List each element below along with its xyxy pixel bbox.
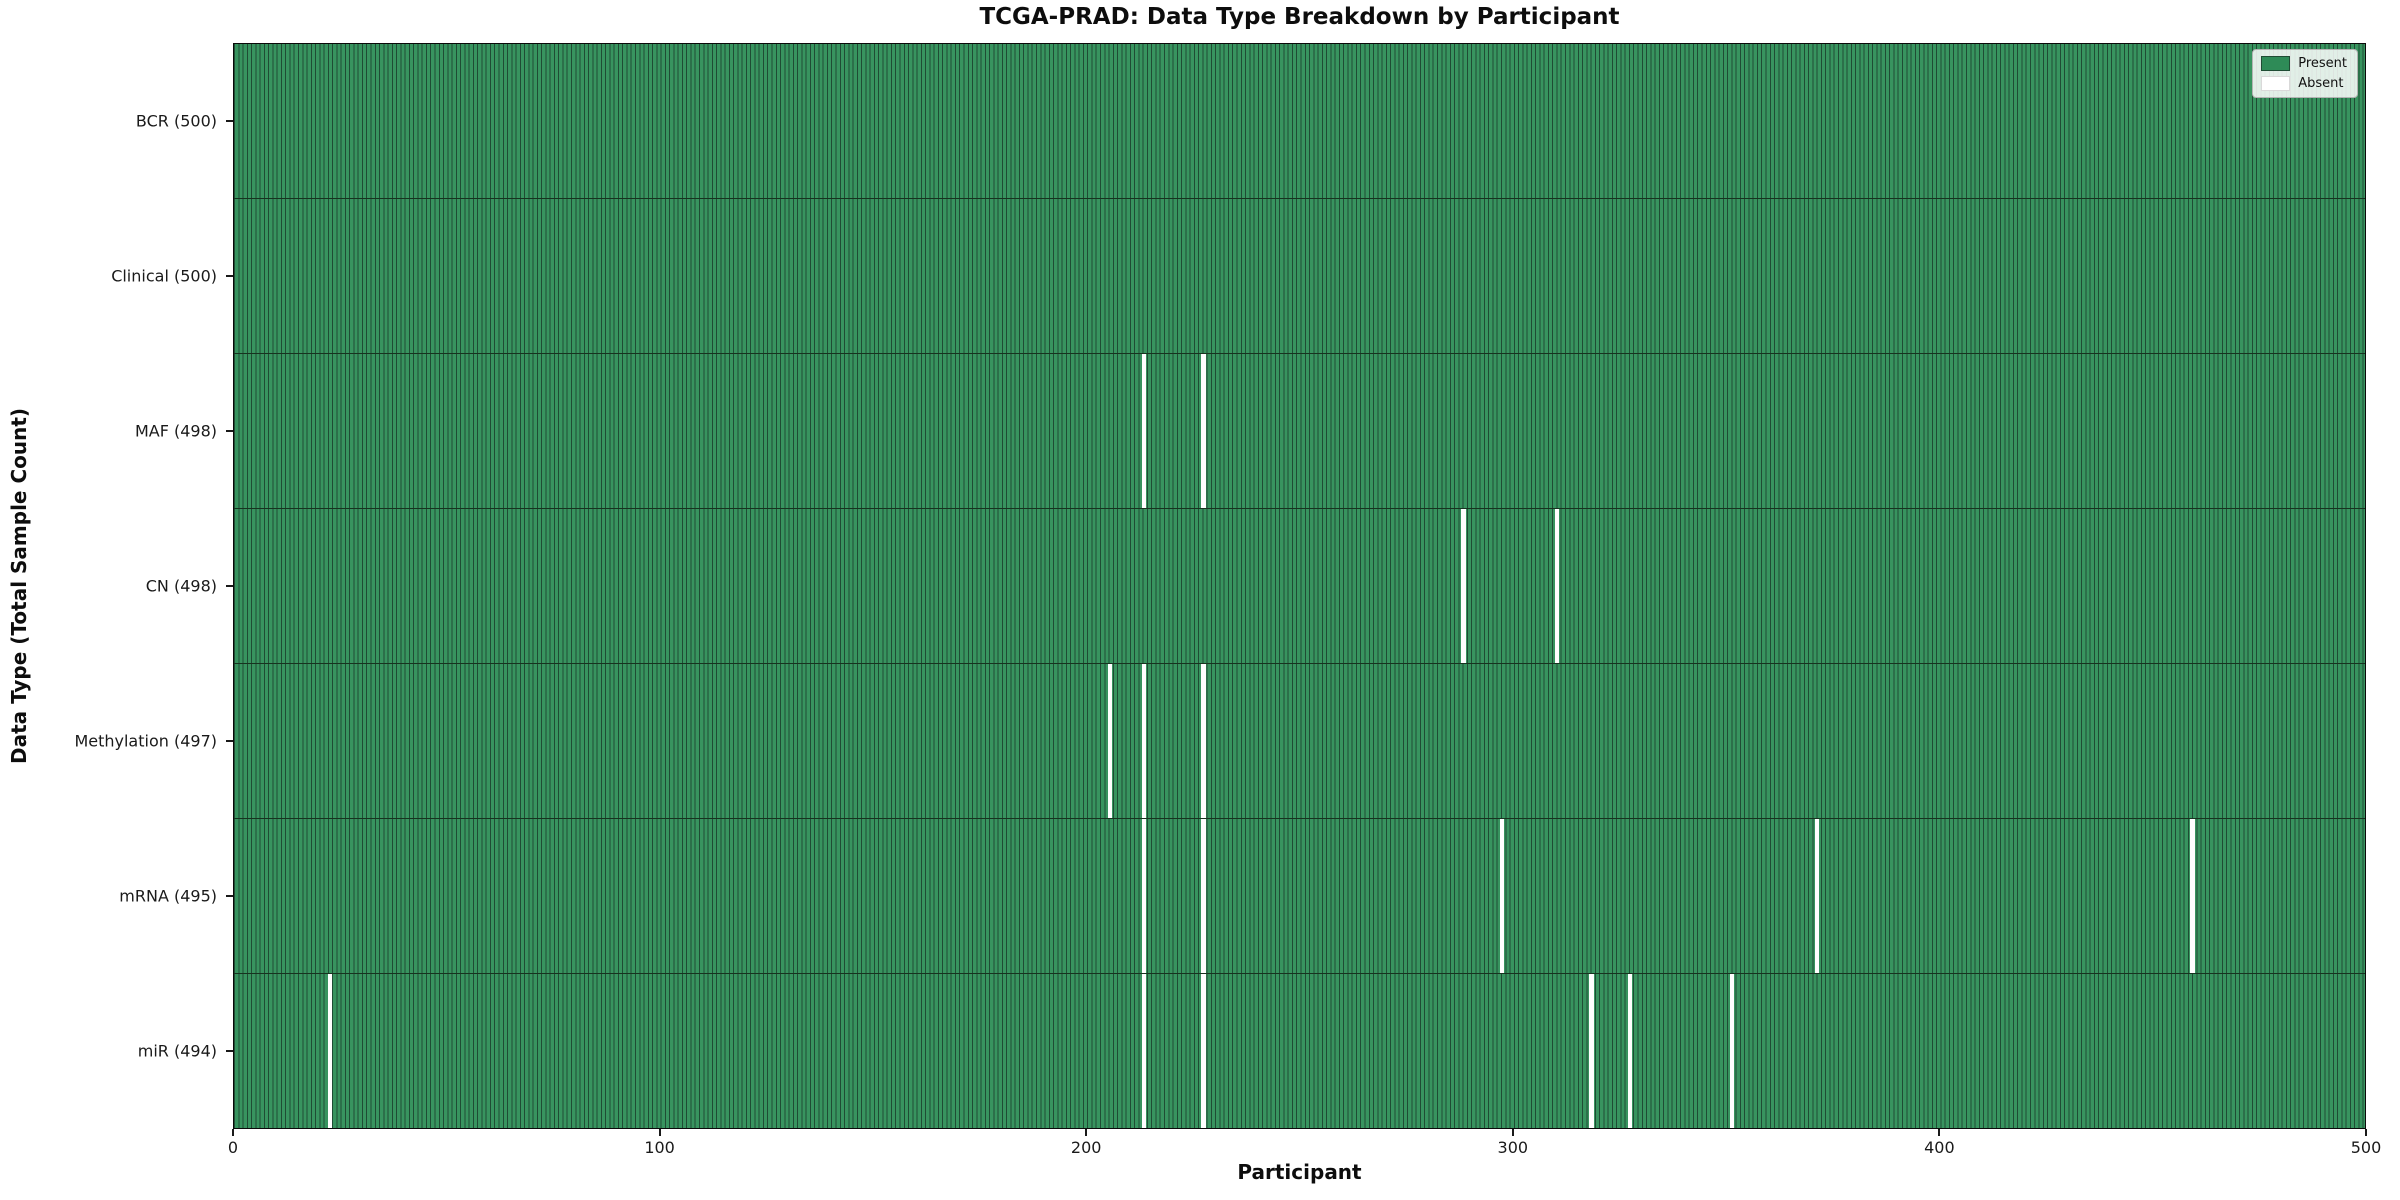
y-tick-label-BCR: BCR (500) <box>135 111 217 131</box>
x-tick-mark-0 <box>232 1129 234 1136</box>
absent-gap-miR-351 <box>1729 974 1735 1128</box>
x-tick-mark-100 <box>658 1129 661 1136</box>
y-tick-label-miR: miR (494) <box>137 1041 217 1061</box>
row-Methylation <box>234 664 2365 819</box>
legend-swatch-absent-icon <box>2261 76 2291 91</box>
row-miR <box>234 974 2365 1128</box>
x-tick-mark-500 <box>2365 1129 2367 1136</box>
absent-gap-Methylation-205 <box>1107 664 1112 818</box>
x-tick-mark-200 <box>1085 1129 1088 1136</box>
y-axis: BCR (500) Clinical (500) MAF (498) CN (498)… <box>0 43 233 1129</box>
x-tick-label-500: 500 <box>2350 1138 2382 1157</box>
absent-gap-mRNA-371 <box>1815 819 1820 973</box>
legend-entry-absent: Absent <box>2261 76 2347 91</box>
legend-label-present: Present <box>2298 56 2347 71</box>
absent-gap-miR-227 <box>1201 974 1206 1128</box>
y-tick-mark-Methylation <box>226 740 233 743</box>
y-tick-label-Clinical: Clinical (500) <box>111 266 217 286</box>
y-tick-label-MAF: MAF (498) <box>134 421 217 441</box>
legend-entry-present: Present <box>2261 56 2347 71</box>
y-tick-mark-Clinical <box>226 274 233 277</box>
row-CN <box>234 509 2365 664</box>
y-tick-label-mRNA: mRNA (495) <box>119 886 217 906</box>
absent-gap-mRNA-227 <box>1201 819 1206 973</box>
plot-area: Present Absent <box>233 43 2366 1129</box>
y-tick-mark-mRNA <box>226 895 233 898</box>
absent-gap-CN-288 <box>1461 509 1466 663</box>
x-tick-label-400: 400 <box>1924 1138 1955 1157</box>
x-tick-mark-300 <box>1511 1129 1514 1136</box>
absent-gap-miR-22 <box>327 974 332 1128</box>
absent-gap-CN-310 <box>1555 509 1560 663</box>
absent-gap-MAF-213 <box>1141 354 1147 508</box>
y-tick-mark-miR <box>226 1050 233 1053</box>
absent-gap-MAF-227 <box>1201 354 1206 508</box>
y-tick-label-CN: CN (498) <box>145 576 217 596</box>
legend-label-absent: Absent <box>2298 76 2344 91</box>
x-axis-label: Participant <box>1237 1160 1362 1184</box>
y-tick-label-Methylation: Methylation (497) <box>74 731 217 751</box>
row-BCR <box>234 44 2365 199</box>
absent-gap-miR-318 <box>1589 974 1594 1128</box>
x-tick-label-0: 0 <box>227 1138 239 1157</box>
x-tick-label-200: 200 <box>1070 1138 1102 1157</box>
row-Clinical <box>234 199 2365 354</box>
absent-gap-mRNA-459 <box>2190 819 2195 973</box>
row-mRNA <box>234 819 2365 974</box>
x-tick-label-100: 100 <box>644 1138 675 1157</box>
absent-gap-mRNA-297 <box>1499 819 1505 973</box>
y-tick-mark-BCR <box>226 119 233 122</box>
legend-swatch-present-icon <box>2261 56 2291 71</box>
row-MAF <box>234 354 2365 509</box>
absent-gap-miR-213 <box>1141 974 1147 1128</box>
y-tick-mark-CN <box>226 585 233 587</box>
absent-gap-Methylation-227 <box>1201 664 1206 818</box>
legend: Present Absent <box>2252 49 2358 98</box>
absent-gap-miR-327 <box>1627 974 1632 1128</box>
chart-title: TCGA-PRAD: Data Type Breakdown by Partic… <box>979 4 1620 30</box>
x-tick-label-300: 300 <box>1497 1138 1529 1157</box>
absent-gap-mRNA-213 <box>1141 819 1147 973</box>
x-axis: 0 100 200 300 400 500 <box>228 1129 2381 1189</box>
x-tick-mark-400 <box>1938 1129 1941 1136</box>
absent-gap-Methylation-213 <box>1141 664 1147 818</box>
y-tick-mark-MAF <box>226 429 233 432</box>
